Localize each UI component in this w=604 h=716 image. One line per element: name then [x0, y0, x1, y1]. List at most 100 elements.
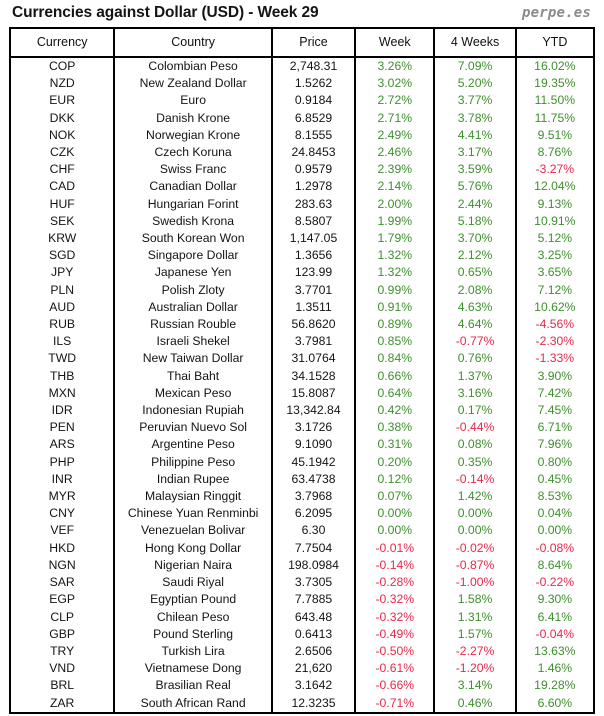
- table-row: NOK Norwegian Krone 8.1555 2.49% 4.41% 9.51%: [10, 126, 594, 145]
- cell-week: 1.79%: [355, 230, 436, 248]
- cell-country: South African Rand: [114, 694, 273, 713]
- cell-ytd: 7.12%: [537, 282, 573, 297]
- cell-currency: CAD: [10, 178, 116, 196]
- cell-week: 0.31%: [355, 436, 436, 454]
- cell-week: -0.50%: [355, 642, 436, 661]
- cell-country: Euro: [114, 92, 273, 110]
- cell-four-weeks: 2.08%: [434, 281, 517, 299]
- table-row: CHF Swiss Franc 0.9579 2.39% 3.59% -3.27%: [10, 161, 594, 179]
- cell-price: 3.7701: [271, 281, 357, 299]
- cell-ytd: -0.04%: [535, 626, 575, 641]
- cell-week: -0.28%: [355, 574, 436, 592]
- cell-currency: SAR: [10, 574, 116, 592]
- cell-country: Colombian Peso: [114, 57, 273, 76]
- table-row: JPY Japanese Yen 123.99 1.32% 0.65% 3.65%: [10, 264, 594, 282]
- table-row: PEN Peruvian Nuevo Sol 3.1726 0.38% -0.44% 6.…: [10, 419, 594, 437]
- cell-currency: VEF: [10, 522, 116, 540]
- cell-country: Australian Dollar: [114, 298, 273, 317]
- cell-four-weeks: 1.58%: [434, 591, 517, 609]
- cell-currency: THB: [10, 367, 116, 385]
- table-row: HKD Hong Kong Dollar 7.7504 -0.01% -0.02% -0.…: [10, 539, 594, 557]
- cell-week: -0.71%: [355, 694, 436, 713]
- cell-currency: SGD: [10, 247, 116, 265]
- cell-four-weeks: 4.63%: [434, 298, 517, 317]
- cell-country: Hong Kong Dollar: [114, 539, 273, 557]
- column-header-price[interactable]: Price: [271, 28, 357, 58]
- column-header-four-weeks[interactable]: 4 Weeks: [434, 28, 517, 58]
- cell-ytd: 3.90%: [537, 368, 573, 383]
- cell-four-weeks: 3.78%: [434, 109, 517, 127]
- cell-price: 2.6506: [271, 642, 357, 661]
- cell-currency: MYR: [10, 488, 116, 506]
- cell-country: Philippine Peso: [114, 453, 273, 471]
- cell-currency: NZD: [10, 75, 116, 93]
- cell-country: Pound Sterling: [114, 625, 273, 643]
- cell-country: Egyptian Pound: [114, 591, 273, 609]
- column-header-currency[interactable]: Currency: [10, 28, 116, 58]
- cell-ytd: 5.12%: [537, 231, 573, 246]
- cell-price: 12.3235: [271, 694, 357, 713]
- cell-price: 34.1528: [271, 367, 357, 385]
- cell-week: 2.46%: [355, 144, 436, 162]
- cell-currency: EGP: [10, 591, 116, 609]
- cell-currency: NOK: [10, 126, 116, 145]
- cell-ytd: 6.60%: [537, 695, 573, 710]
- cell-four-weeks: 3.17%: [434, 144, 517, 162]
- table-row: NGN Nigerian Naira 198.0984 -0.14% -0.87% 8.6…: [10, 556, 594, 575]
- cell-price: 0.9184: [271, 92, 357, 110]
- cell-four-weeks: 1.42%: [434, 488, 517, 506]
- table-row: HUF Hungarian Forint 283.63 2.00% 2.44% 9.13%: [10, 195, 594, 213]
- cell-ytd: 11.50%: [534, 93, 576, 108]
- cell-price: 9.1090: [271, 436, 357, 454]
- cell-price: 283.63: [271, 195, 357, 213]
- cell-country: Indian Rupee: [114, 470, 273, 489]
- cell-country: Canadian Dollar: [114, 178, 273, 196]
- column-header-ytd[interactable]: YTD: [515, 28, 594, 58]
- cell-price: 7.7885: [271, 591, 357, 609]
- cell-price: 1.5262: [271, 75, 357, 93]
- cell-week: 0.00%: [355, 505, 436, 523]
- cell-currency: ARS: [10, 436, 116, 454]
- cell-currency: TRY: [10, 642, 116, 661]
- cell-price: 1.3511: [271, 298, 357, 317]
- cell-currency: SEK: [10, 212, 116, 231]
- brand-logo: perpe.es: [521, 5, 591, 21]
- cell-country: Polish Zloty: [114, 281, 273, 299]
- cell-price: 6.8529: [271, 109, 357, 127]
- cell-ytd: -4.56%: [535, 317, 575, 332]
- cell-four-weeks: -2.27%: [434, 642, 517, 661]
- cell-price: 24.8453: [271, 144, 357, 162]
- cell-ytd: -0.08%: [535, 540, 575, 555]
- cell-week: 0.00%: [355, 522, 436, 540]
- cell-ytd: 7.42%: [537, 385, 573, 400]
- column-header-country[interactable]: Country: [114, 28, 273, 58]
- cell-ytd: 7.45%: [537, 403, 573, 418]
- cell-ytd: 6.41%: [537, 609, 573, 624]
- cell-currency: IDR: [10, 402, 116, 420]
- cell-week: -0.61%: [355, 660, 436, 678]
- cell-price: 31.0764: [271, 350, 357, 368]
- cell-week: 3.26%: [355, 57, 436, 76]
- cell-ytd: -0.22%: [535, 575, 575, 590]
- cell-currency: BRL: [10, 677, 116, 695]
- cell-week: -0.66%: [355, 677, 436, 695]
- cell-country: Venezuelan Bolivar: [114, 522, 273, 540]
- currency-table-container: Currency Country Price Week 4 Weeks YTD …: [9, 27, 595, 714]
- cell-ytd: 8.64%: [537, 557, 573, 572]
- table-row: COP Colombian Peso 2,748.31 3.26% 7.09% 16.02…: [10, 57, 594, 76]
- table-row: BRL Brasilian Real 3.1642 -0.66% 3.14% 19.28%: [10, 677, 594, 695]
- cell-country: Saudi Riyal: [114, 574, 273, 592]
- cell-currency: TWD: [10, 350, 116, 368]
- cell-ytd: 9.30%: [537, 592, 573, 607]
- cell-four-weeks: 2.44%: [434, 195, 517, 213]
- cell-country: New Zealand Dollar: [114, 75, 273, 93]
- column-header-week[interactable]: Week: [355, 28, 436, 58]
- cell-four-weeks: 2.12%: [434, 247, 517, 265]
- cell-country: Peruvian Nuevo Sol: [114, 419, 273, 437]
- cell-price: 13,342.84: [271, 402, 357, 420]
- cell-price: 3.7981: [271, 333, 357, 351]
- cell-country: Argentine Peso: [114, 436, 273, 454]
- cell-country: Chinese Yuan Renminbi: [114, 505, 273, 523]
- cell-price: 45.1942: [271, 453, 357, 471]
